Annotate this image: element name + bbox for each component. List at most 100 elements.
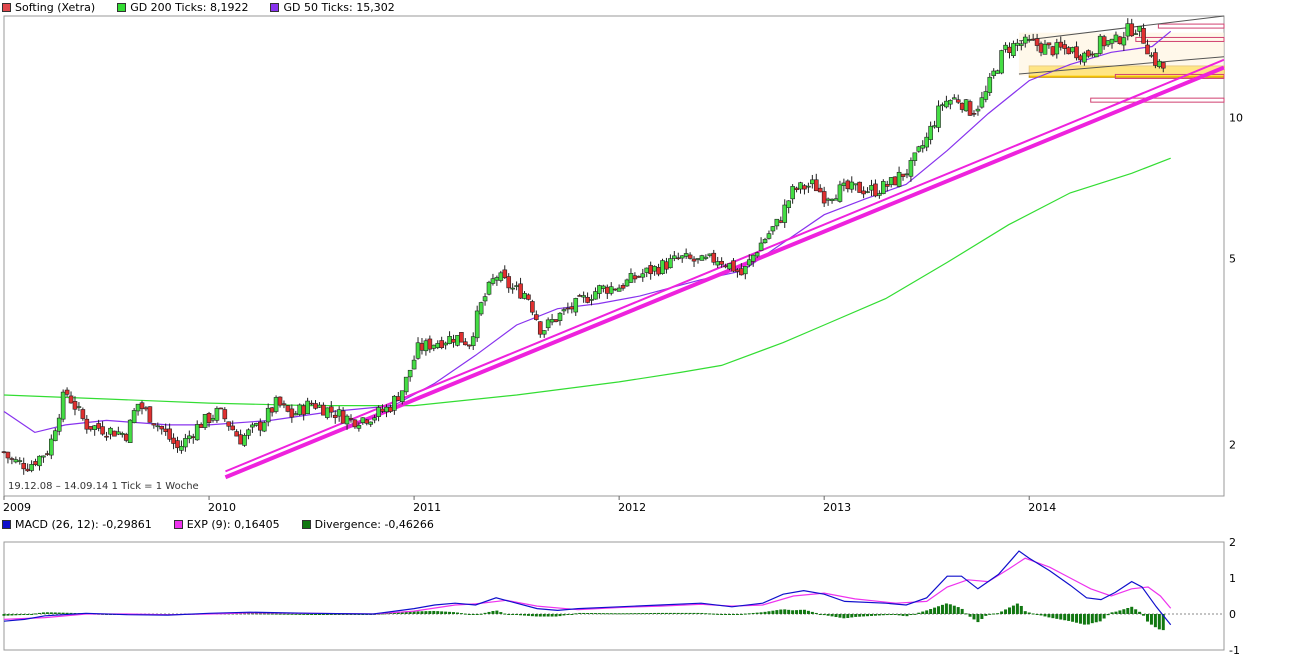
candle-body	[466, 344, 472, 347]
divergence-bar	[574, 613, 578, 615]
candle-body	[119, 433, 125, 435]
divergence-bar	[751, 612, 755, 614]
legend-bottom-item-2: Divergence: -0,46266	[301, 518, 434, 531]
candle-body	[104, 435, 109, 438]
candle-body	[360, 417, 366, 423]
resistance-line-1	[1135, 36, 1225, 42]
candle-body	[317, 404, 322, 408]
candle-body	[798, 182, 803, 190]
candle-body	[644, 267, 650, 273]
candle-body	[1117, 36, 1123, 44]
candle-body	[226, 421, 232, 427]
candle-body	[865, 191, 870, 193]
divergence-bar	[1130, 606, 1134, 614]
divergence-bar	[487, 611, 491, 614]
divergence-bar	[1075, 614, 1079, 623]
divergence-bar	[463, 613, 467, 615]
candle-body	[731, 260, 736, 272]
divergence-bar	[743, 613, 747, 615]
legend-top-item-1: GD 200 Ticks: 8,1922	[117, 1, 248, 14]
candle-body	[273, 397, 279, 412]
divergence-bar	[250, 613, 254, 615]
divergence-bar	[1157, 614, 1161, 630]
candle-body	[494, 277, 500, 281]
divergence-bar	[980, 614, 984, 619]
candle-body	[447, 336, 452, 345]
divergence-bar	[893, 614, 897, 615]
divergence-bar	[653, 612, 657, 614]
candle-body	[900, 173, 906, 177]
divergence-bar	[590, 613, 594, 615]
divergence-bar	[940, 604, 944, 614]
candle-body	[569, 306, 575, 310]
divergence-bar	[254, 613, 258, 615]
candle-body	[896, 171, 902, 187]
divergence-bar	[444, 611, 448, 614]
candle-body	[632, 275, 638, 280]
divergence-bar	[818, 614, 822, 615]
candle-body	[202, 413, 208, 428]
candle-body	[963, 99, 969, 112]
divergence-bar	[1126, 608, 1130, 614]
candle-body	[151, 423, 157, 426]
divergence-bar	[597, 613, 601, 615]
legend-top-swatch	[2, 2, 11, 12]
divergence-bar	[735, 614, 739, 615]
candle-body	[861, 190, 866, 195]
divergence-bar	[503, 613, 507, 615]
candle-body	[463, 341, 468, 346]
candle-body	[699, 255, 705, 261]
divergence-bar	[45, 612, 49, 614]
divergence-bar	[948, 604, 952, 614]
divergence-bar	[41, 612, 45, 614]
divergence-bar	[889, 614, 893, 615]
candle-body	[719, 260, 724, 265]
divergence-bar	[731, 614, 735, 615]
candle-body	[435, 343, 441, 348]
candle-body	[368, 421, 374, 425]
divergence-bar	[428, 611, 432, 614]
candle-body	[912, 152, 918, 161]
candle-body	[715, 261, 721, 266]
candle-body	[88, 426, 94, 430]
divergence-bar	[712, 613, 716, 615]
legend-bottom-swatch	[301, 519, 311, 529]
candle-body	[1125, 23, 1131, 37]
divergence-bar	[747, 613, 751, 615]
candle-body	[1113, 34, 1119, 42]
candle-body	[332, 414, 338, 418]
divergence-bar	[341, 614, 345, 615]
divergence-bar	[578, 612, 582, 614]
divergence-bar	[550, 614, 554, 617]
legend-top-swatch	[270, 2, 280, 12]
candle-body	[656, 267, 661, 275]
divergence-bar	[26, 614, 30, 615]
divergence-bar	[795, 610, 799, 614]
divergence-bar	[645, 613, 649, 615]
candle-body	[403, 376, 409, 393]
price-y-tick-label: 10	[1229, 112, 1243, 125]
candle-body	[96, 423, 101, 429]
divergence-bar	[440, 611, 444, 614]
candle-body	[506, 276, 512, 289]
candle-body	[739, 268, 744, 276]
candle-body	[955, 99, 961, 103]
divergence-bar	[302, 613, 306, 615]
divergence-bar	[759, 612, 763, 614]
divergence-bar	[452, 612, 456, 614]
candle-body	[72, 401, 78, 410]
candle-body	[522, 293, 527, 299]
divergence-bar	[1000, 611, 1004, 614]
candle-body	[652, 266, 657, 272]
candle-body	[604, 286, 610, 294]
divergence-bar	[507, 614, 511, 615]
candle-body	[675, 257, 681, 260]
candle-body	[344, 415, 350, 425]
candle-body	[328, 406, 334, 413]
divergence-bar	[290, 613, 294, 615]
divergence-bar	[661, 612, 665, 614]
candle-body	[616, 287, 622, 292]
divergence-bar	[1023, 611, 1027, 614]
divergence-bar	[1110, 612, 1114, 614]
candle-body	[1133, 33, 1138, 35]
